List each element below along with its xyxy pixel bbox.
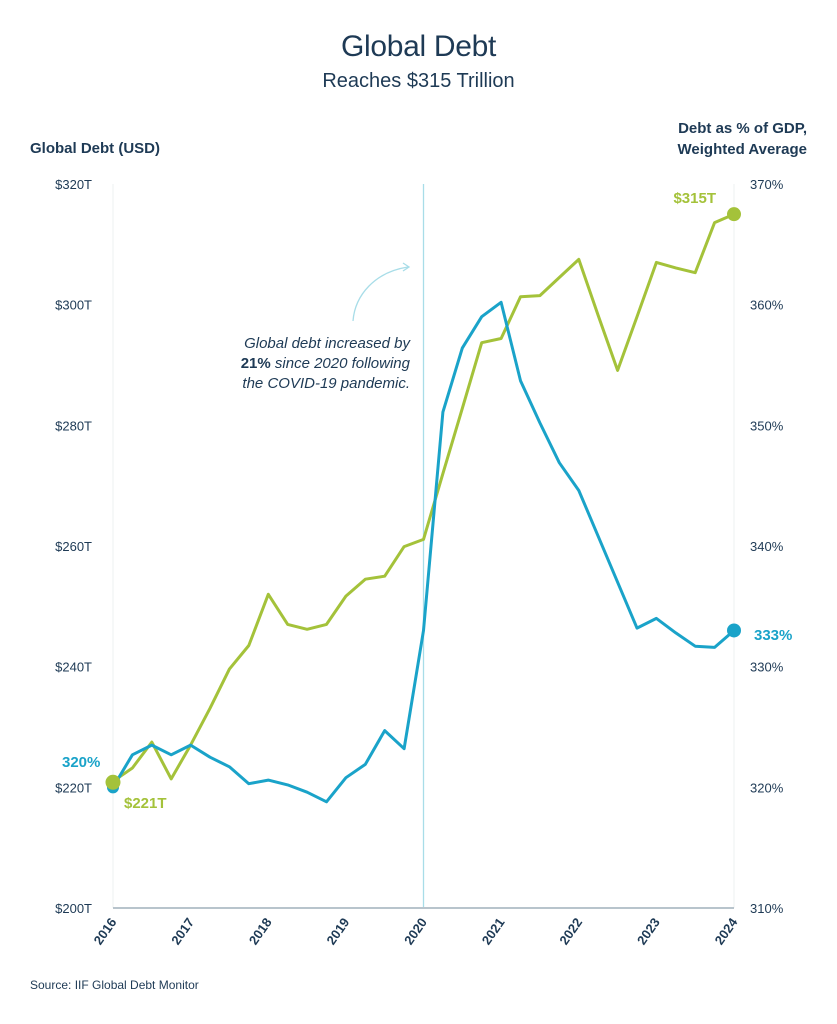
x-tick-label: 2019 bbox=[323, 915, 352, 947]
left-tick-label: $240T bbox=[55, 660, 92, 675]
right-tick-label: 360% bbox=[750, 298, 784, 313]
annotation-highlight: 21% bbox=[240, 355, 271, 372]
source-note: Source: IIF Global Debt Monitor bbox=[30, 978, 199, 992]
usd-debt-end-marker bbox=[727, 207, 741, 222]
x-tick-label: 2024 bbox=[712, 914, 741, 947]
annotation-line2: since 2020 following bbox=[270, 355, 410, 372]
usd-debt-line bbox=[111, 212, 736, 783]
left-tick-label: $220T bbox=[55, 780, 92, 795]
left-tick-label: $280T bbox=[55, 418, 92, 433]
chart-title: Global Debt bbox=[340, 30, 497, 63]
debt-gdp-end-label: 333% bbox=[754, 627, 792, 644]
x-tick-label: 2020 bbox=[401, 915, 430, 947]
usd-debt-end-label: $315T bbox=[673, 190, 716, 207]
labels-group: 320% $221T $315T 333% bbox=[62, 190, 792, 812]
x-tick-label: 2023 bbox=[634, 915, 663, 947]
right-tick-label: 370% bbox=[750, 177, 784, 192]
left-tick-label: $300T bbox=[55, 298, 92, 313]
annotation-text: Global debt increased by 21% since 2020 … bbox=[190, 334, 410, 394]
axes-group: $200T $220T $240T $260T $280T $300T $320T 310% 3… bbox=[55, 177, 784, 947]
left-axis-title: Global Debt (USD) bbox=[30, 140, 160, 157]
right-tick-label: 320% bbox=[750, 780, 784, 795]
x-tick-label: 2018 bbox=[246, 915, 275, 947]
right-tick-label: 310% bbox=[750, 901, 784, 916]
right-axis-title: Debt as % of GDP, Weighted Average bbox=[677, 120, 807, 158]
annotation-line3: the COVID-19 pandemic. bbox=[242, 375, 410, 392]
right-tick-label: 350% bbox=[750, 418, 784, 433]
series-group bbox=[105, 207, 741, 804]
annotation-arrowhead-icon bbox=[402, 262, 411, 272]
x-tick-label: 2021 bbox=[479, 915, 508, 947]
debt-gdp-start-label: 320% bbox=[62, 754, 100, 771]
usd-debt-start-marker bbox=[105, 774, 121, 790]
right-tick-label: 340% bbox=[750, 539, 784, 554]
chart-subtitle: Reaches $315 Trillion bbox=[322, 70, 515, 92]
debt-gdp-line bbox=[111, 300, 736, 804]
right-tick-label: 330% bbox=[750, 660, 784, 675]
annotation-line1: Global debt increased by bbox=[244, 335, 410, 352]
x-tick-label: 2016 bbox=[91, 915, 120, 947]
x-tick-label: 2022 bbox=[556, 915, 585, 947]
left-tick-label: $200T bbox=[55, 901, 92, 916]
annotation-arrow-icon bbox=[352, 266, 409, 322]
x-tick-label: 2017 bbox=[168, 915, 197, 947]
debt-gdp-end-marker bbox=[727, 623, 741, 638]
usd-debt-start-label: $221T bbox=[124, 795, 167, 812]
left-tick-label: $320T bbox=[55, 177, 92, 192]
left-tick-label: $260T bbox=[55, 539, 92, 554]
